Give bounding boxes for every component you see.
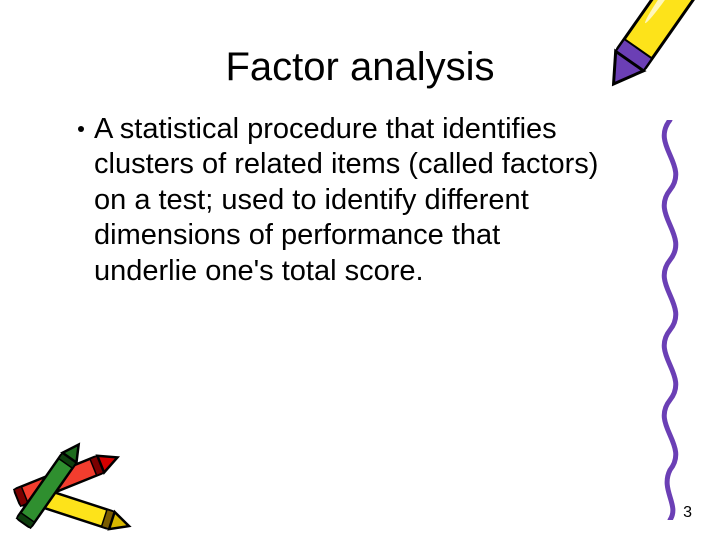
bullet-item: A statistical procedure that identifies … [70, 112, 610, 289]
crayons-bottom-left-icon [4, 426, 154, 536]
slide-title: Factor analysis [130, 45, 590, 90]
squiggle-icon [640, 120, 700, 520]
slide-body-text: A statistical procedure that identifies … [94, 112, 610, 289]
crayon-top-right-icon [580, 0, 720, 140]
bullet-dot-icon [78, 126, 84, 132]
slide: Factor analysis A statistical procedure … [0, 0, 720, 540]
